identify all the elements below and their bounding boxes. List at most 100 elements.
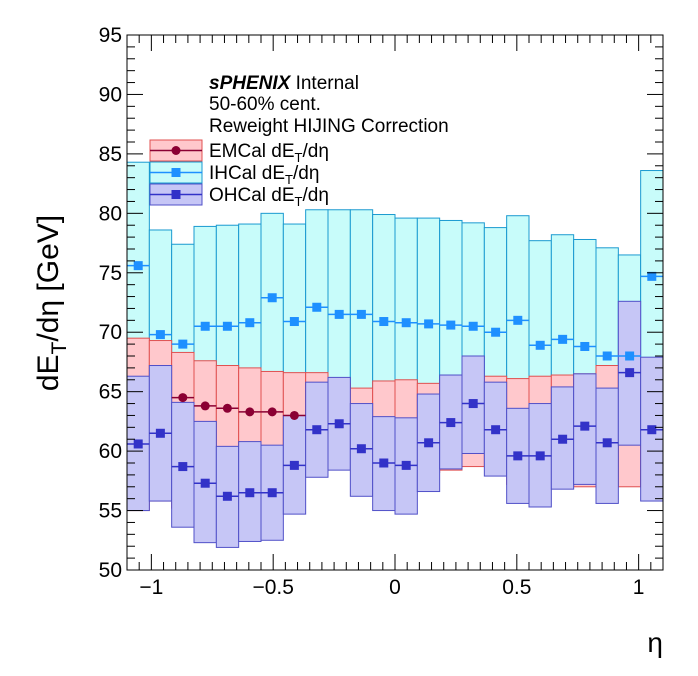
ohcal-point [356,444,366,454]
legend-ihcal-main: IHCal dE [209,163,285,184]
ihcal-point [312,302,322,312]
legend-emcal-rest: /dη [302,141,328,162]
ohcal-point [625,368,635,378]
ihcal-point [200,321,210,331]
ohcal-point [200,478,210,488]
ohcal-point [513,451,523,461]
ihcal-point [535,340,545,350]
ihcal-point [647,271,657,281]
ihcal-point [155,330,165,340]
ohcal-point [446,418,456,428]
ohcal-point [535,451,545,461]
y-tick-label: 75 [99,262,122,285]
ohcal-point [580,421,590,431]
x-axis-label: η [647,627,663,658]
legend-marker-ihcal [171,168,181,177]
points-layer [127,261,663,501]
legend-marker-ohcal [171,190,181,199]
ohcal-point [133,439,143,449]
ohcal-point [424,438,434,448]
x-tick-label: −0.5 [252,576,293,599]
ihcal-points-group [127,261,663,361]
annotation-brand-suffix: Internal [290,73,359,94]
legend-entry-emcal: EMCal dET/dη [149,139,329,165]
x-tick-label: 1 [633,576,645,599]
ihcal-point [513,315,523,325]
ohcal-point [267,488,277,498]
legend-label-ohcal: OHCal dET/dη [209,185,329,209]
bands-layer [126,161,664,548]
ohcal-point [178,462,188,472]
ohcal-point [401,460,411,470]
annotation-line1: sPHENIX Internal [209,73,359,94]
ohcal-point [334,419,344,429]
ihcal-point [356,309,366,319]
legend-label-emcal: EMCal dET/dη [209,141,329,165]
legend-ihcal-rest: /dη [293,163,319,184]
ihcal-point [602,351,612,361]
ihcal-point [468,321,478,331]
legend-label-ihcal: IHCal dET/dη [209,163,319,187]
annotation-brand: sPHENIX [209,73,292,94]
legend-marker-emcal [171,146,181,155]
ohcal-points-group [127,368,663,501]
ihcal-point [625,351,635,361]
emcal-point [245,407,255,417]
ohcal-point [647,425,657,435]
ohcal-point [379,458,389,468]
emcal-point [289,410,299,420]
ihcal-band-bin [640,170,664,359]
ohcal-point [312,425,322,435]
ohcal-point [245,488,255,498]
y-tick-label: 85 [99,143,122,166]
y-tick-label: 65 [99,381,122,404]
ohcal-point [222,491,232,501]
ihcal-point [289,317,299,327]
ihcal-point [424,319,434,329]
legend-ohcal-main: OHCal dE [209,185,295,206]
ihcal-point [379,317,389,327]
ohcal-point [558,434,568,444]
ohcal-point [468,399,478,409]
y-tick-label: 80 [99,202,122,225]
ihcal-point [222,321,232,331]
legend-entry-ohcal: OHCal dET/dη [149,183,329,209]
emcal-point [178,393,188,403]
annotation: sPHENIX Internal 50-60% cent. Reweight H… [209,73,449,137]
legend-emcal-sub: T [295,150,303,165]
legend-ohcal-sub: T [295,194,303,209]
emcal-point [200,401,210,411]
emcal-point [222,403,232,413]
emcal-points-group [171,393,306,420]
ihcal-point [133,261,143,271]
y-axis-label: dET/dη [GeV] [32,215,71,391]
legend-ihcal-sub: T [285,172,293,187]
ohcal-point [491,425,501,435]
y-axis-label-sub: T [48,341,71,354]
legend-ohcal-rest: /dη [302,185,328,206]
x-tick-label: −1 [139,576,163,599]
ihcal-point [491,327,501,337]
annotation-line3: Reweight HIJING Correction [209,116,449,137]
annotation-line2: 50-60% cent. [209,94,321,115]
ohcal-point [155,428,165,438]
y-tick-label: 95 [99,24,122,47]
ihcal-point [446,320,456,330]
ihcal-point [178,339,188,349]
y-tick-label: 70 [99,321,122,344]
ihcal-point [580,341,590,351]
y-axis-label-main: dE [32,354,65,391]
y-axis-label-rest: /dη [GeV] [32,215,65,342]
ihcal-point [267,293,277,303]
ihcal-point [245,318,255,328]
ohcal-point [602,438,612,448]
legend: EMCal dET/dη IHCal dET/dη OHCal dET/dη [149,139,329,209]
y-tick-label: 50 [99,559,122,582]
ohcal-point [289,460,299,470]
x-tick-label: 0.5 [502,576,531,599]
y-tick-label: 60 [99,440,122,463]
ihcal-point [334,309,344,319]
ihcal-point [558,334,568,344]
x-tick-label: 0 [389,576,401,599]
